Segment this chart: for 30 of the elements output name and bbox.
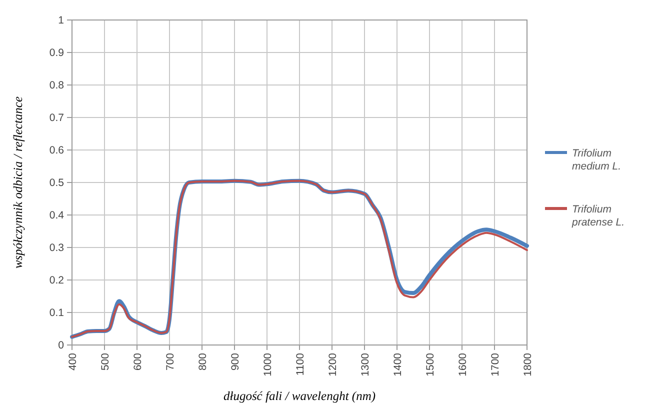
legend-label: Trifolium medium L.	[572, 148, 622, 172]
y-axis-title: współczynnik odbicia / reflectance	[11, 96, 25, 269]
x-tick-label: 700	[164, 352, 176, 371]
x-tick-label: 1300	[360, 352, 372, 376]
x-tick-label: 400	[67, 352, 79, 371]
y-tick-label: 0.8	[49, 80, 64, 92]
x-tick-label: 600	[132, 352, 144, 371]
y-tick-label: 0.7	[49, 112, 64, 124]
x-tick-label: 1400	[392, 352, 404, 376]
x-tick-label: 1500	[424, 352, 436, 376]
x-tick-label: 1200	[327, 352, 339, 376]
x-tick-label: 1600	[457, 352, 469, 376]
y-tick-label: 1	[58, 14, 64, 27]
y-tick-label: 0.3	[49, 242, 64, 254]
x-tick-label: 500	[100, 352, 112, 371]
y-tick-label: 0.4	[49, 210, 64, 222]
x-tick-label: 1800	[522, 352, 534, 376]
y-tick-label: 0	[58, 340, 64, 352]
x-tick-label: 800	[197, 352, 209, 371]
y-tick-label: 0.1	[49, 307, 64, 320]
y-tick-label: 0.2	[49, 274, 64, 287]
x-tick-label: 1000	[262, 352, 274, 376]
y-tick-label: 0.9	[49, 47, 64, 60]
x-axis-title: długość fali / wavelenght (nm)	[223, 389, 376, 403]
legend-label: Trifolium pratense L.	[571, 204, 625, 228]
y-tick-label: 0.5	[49, 177, 64, 190]
x-tick-label: 1100	[294, 352, 306, 376]
x-tick-label: 1700	[490, 352, 502, 376]
y-tick-label: 0.6	[49, 144, 64, 157]
x-tick-label: 900	[230, 352, 242, 371]
